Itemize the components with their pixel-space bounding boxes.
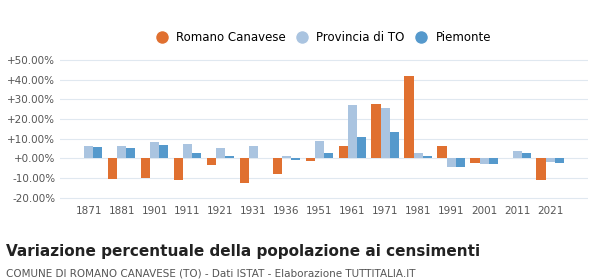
Bar bbox=[437, 146, 446, 158]
Bar bbox=[446, 158, 456, 167]
Bar bbox=[291, 158, 300, 160]
Bar bbox=[470, 158, 479, 163]
Bar bbox=[324, 153, 333, 158]
Bar bbox=[272, 158, 282, 174]
Bar bbox=[456, 158, 465, 167]
Bar bbox=[338, 146, 348, 158]
Bar bbox=[413, 153, 423, 158]
Bar bbox=[282, 157, 291, 158]
Bar bbox=[141, 158, 150, 178]
Bar bbox=[357, 137, 366, 158]
Bar bbox=[192, 153, 202, 158]
Bar bbox=[348, 105, 357, 158]
Bar bbox=[239, 158, 249, 183]
Bar bbox=[381, 108, 390, 158]
Bar bbox=[84, 146, 93, 158]
Bar bbox=[126, 148, 136, 158]
Bar bbox=[522, 153, 531, 158]
Bar bbox=[206, 158, 216, 165]
Bar bbox=[93, 147, 103, 158]
Bar bbox=[173, 158, 183, 180]
Bar bbox=[117, 146, 126, 158]
Bar bbox=[108, 158, 117, 179]
Bar bbox=[305, 158, 315, 161]
Bar bbox=[423, 157, 432, 158]
Bar bbox=[512, 151, 522, 158]
Bar bbox=[225, 157, 235, 158]
Bar bbox=[479, 158, 489, 164]
Bar bbox=[159, 145, 169, 158]
Bar bbox=[315, 141, 324, 158]
Bar bbox=[555, 158, 564, 163]
Legend: Romano Canavese, Provincia di TO, Piemonte: Romano Canavese, Provincia di TO, Piemon… bbox=[155, 29, 493, 47]
Text: Variazione percentuale della popolazione ai censimenti: Variazione percentuale della popolazione… bbox=[6, 244, 480, 259]
Bar bbox=[249, 146, 258, 158]
Bar bbox=[390, 132, 399, 158]
Bar bbox=[150, 142, 159, 158]
Bar bbox=[183, 144, 192, 158]
Text: COMUNE DI ROMANO CANAVESE (TO) - Dati ISTAT - Elaborazione TUTTITALIA.IT: COMUNE DI ROMANO CANAVESE (TO) - Dati IS… bbox=[6, 269, 415, 279]
Bar bbox=[536, 158, 545, 180]
Bar bbox=[216, 148, 225, 158]
Bar bbox=[371, 104, 381, 158]
Bar bbox=[489, 158, 498, 164]
Bar bbox=[404, 76, 413, 158]
Bar bbox=[545, 158, 555, 162]
